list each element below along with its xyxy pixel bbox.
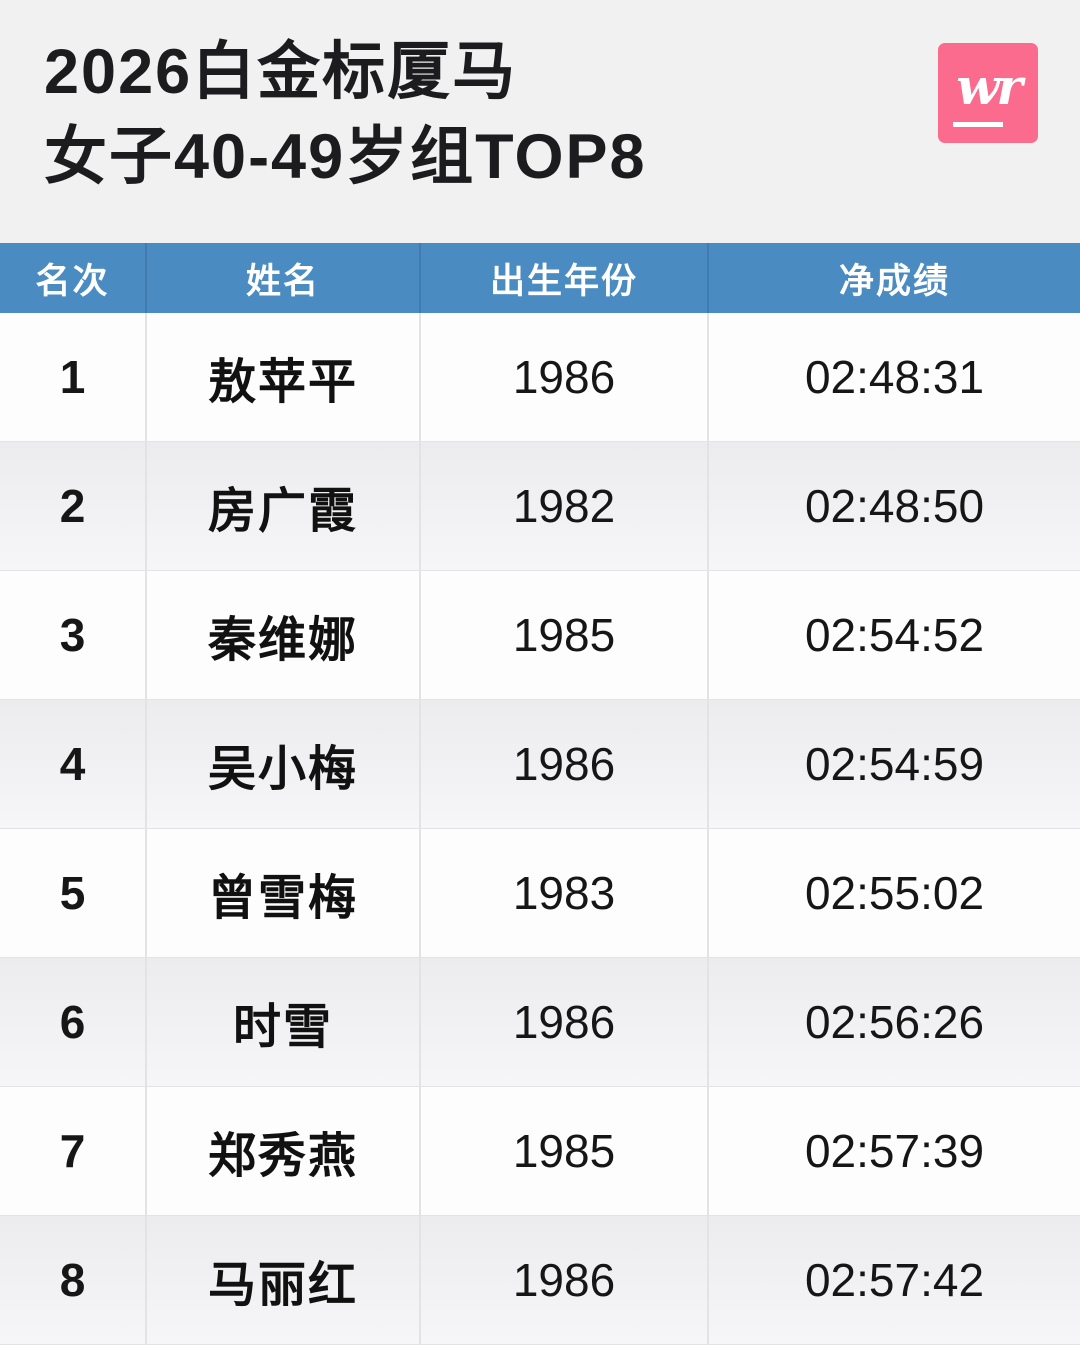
rank-cell: 1 <box>59 351 86 403</box>
table-row: 2 房广霞 1982 02:48:50 <box>0 442 1080 571</box>
page-title-line-2: 女子40-49岁组TOP8 <box>44 122 647 192</box>
header-net-time: 净成绩 <box>707 243 1080 313</box>
table-row: 1 敖苹平 1986 02:48:31 <box>0 313 1080 442</box>
header-name: 姓名 <box>145 243 419 313</box>
name-cell: 时雪 <box>145 958 419 1086</box>
net-time-cell: 02:48:31 <box>707 313 1080 441</box>
header-rank: 名次 <box>35 261 110 301</box>
header-birth-year: 出生年份 <box>419 243 707 313</box>
net-time-cell: 02:57:39 <box>707 1087 1080 1215</box>
rank-cell: 6 <box>59 996 86 1048</box>
table-row: 3 秦维娜 1985 02:54:52 <box>0 571 1080 700</box>
name-cell: 敖苹平 <box>145 313 419 441</box>
table-row: 4 吴小梅 1986 02:54:59 <box>0 700 1080 829</box>
net-time-cell: 02:57:42 <box>707 1216 1080 1344</box>
birth-year-cell: 1986 <box>419 700 707 828</box>
rank-cell: 3 <box>59 609 86 661</box>
birth-year-cell: 1985 <box>419 1087 707 1215</box>
table-row: 7 郑秀燕 1985 02:57:39 <box>0 1087 1080 1216</box>
birth-year-cell: 1986 <box>419 1216 707 1344</box>
rank-cell: 5 <box>59 867 86 919</box>
birth-year-cell: 1986 <box>419 958 707 1086</box>
page-title: 2026白金标厦马 女子40-49岁组TOP8 <box>44 30 647 200</box>
rank-cell: 7 <box>59 1125 86 1177</box>
net-time-cell: 02:54:59 <box>707 700 1080 828</box>
rank-cell: 8 <box>59 1254 86 1306</box>
net-time-cell: 02:56:26 <box>707 958 1080 1086</box>
results-table: 名次 姓名 出生年份 净成绩 1 敖苹平 1986 02:48:31 2 房广霞… <box>0 243 1080 1345</box>
name-cell: 秦维娜 <box>145 571 419 699</box>
rank-cell: 2 <box>59 480 86 532</box>
name-cell: 房广霞 <box>145 442 419 570</box>
wr-logo-text: wr <box>956 57 1022 116</box>
table-row: 8 马丽红 1986 02:57:42 <box>0 1216 1080 1345</box>
net-time-cell: 02:55:02 <box>707 829 1080 957</box>
birth-year-cell: 1986 <box>419 313 707 441</box>
page-title-line-1: 2026白金标厦马 <box>44 37 518 107</box>
name-cell: 郑秀燕 <box>145 1087 419 1215</box>
rank-cell: 4 <box>59 738 86 790</box>
birth-year-cell: 1985 <box>419 571 707 699</box>
table-header-row: 名次 姓名 出生年份 净成绩 <box>0 243 1080 313</box>
name-cell: 吴小梅 <box>145 700 419 828</box>
net-time-cell: 02:48:50 <box>707 442 1080 570</box>
birth-year-cell: 1982 <box>419 442 707 570</box>
wr-logo-underline <box>953 122 1003 127</box>
name-cell: 曾雪梅 <box>145 829 419 957</box>
birth-year-cell: 1983 <box>419 829 707 957</box>
table-body: 1 敖苹平 1986 02:48:31 2 房广霞 1982 02:48:50 … <box>0 313 1080 1345</box>
wr-brand-logo: wr <box>938 43 1038 143</box>
net-time-cell: 02:54:52 <box>707 571 1080 699</box>
table-row: 6 时雪 1986 02:56:26 <box>0 958 1080 1087</box>
table-row: 5 曾雪梅 1983 02:55:02 <box>0 829 1080 958</box>
name-cell: 马丽红 <box>145 1216 419 1344</box>
